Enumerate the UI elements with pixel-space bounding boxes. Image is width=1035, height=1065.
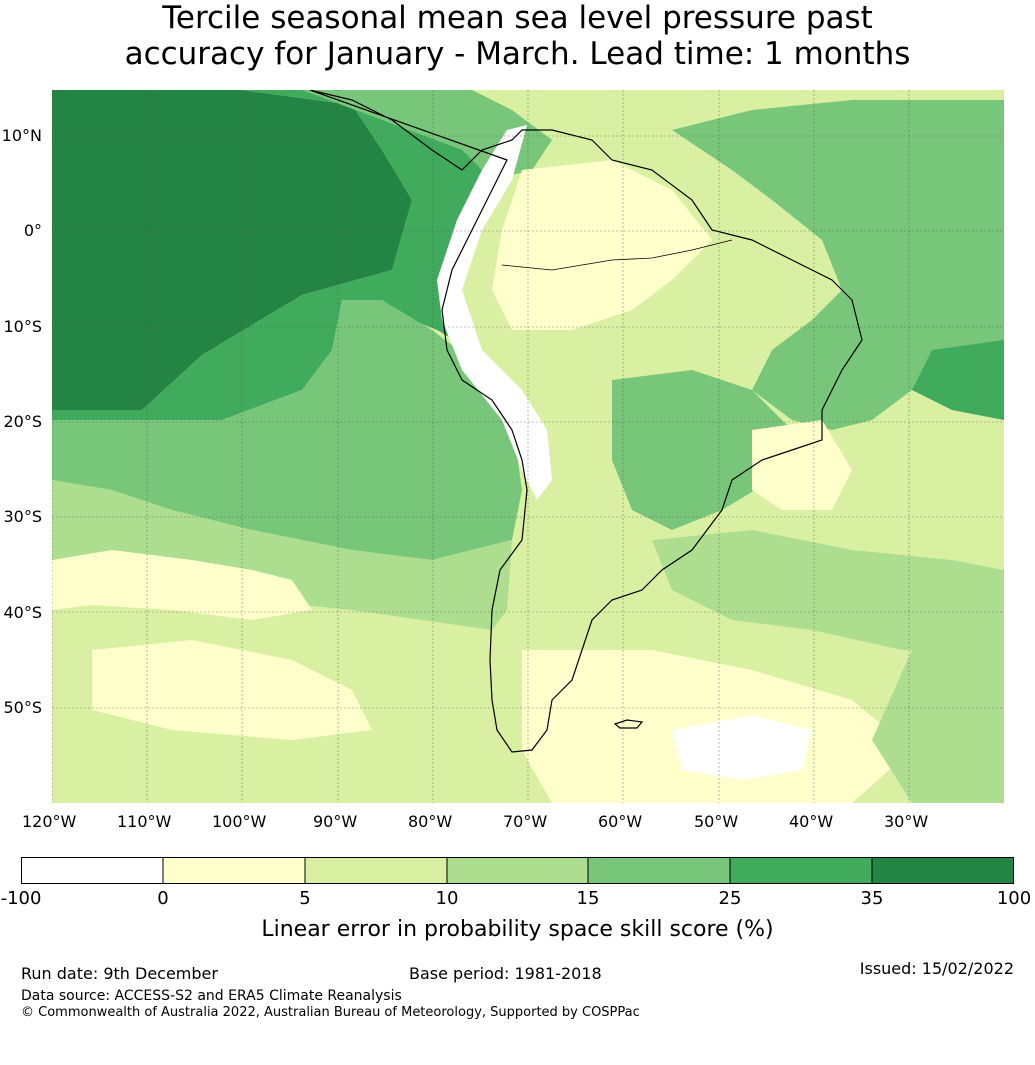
lat-label-50s: 50°S <box>3 698 42 717</box>
region-atlantic-dark <box>912 340 1004 420</box>
lat-label-40s: 40°S <box>3 603 42 622</box>
lon-label-110w: 110°W <box>117 812 172 831</box>
colorbar-tick-0: 0 <box>157 888 169 909</box>
region-caribbean-green <box>302 90 552 180</box>
colorbar-tick-10: 10 <box>435 888 459 909</box>
lon-label-30w: 30°W <box>884 812 929 831</box>
title-line-1: Tercile seasonal mean sea level pressure… <box>162 0 873 36</box>
region-south-pacific-yellow <box>52 550 312 620</box>
colorbar <box>21 857 1014 884</box>
region-south-atlantic-pale <box>652 530 1004 650</box>
lon-label-60w: 60°W <box>598 812 643 831</box>
colorbar-swatch-6 <box>730 857 872 884</box>
run-date: Run date: 9th December <box>21 964 218 983</box>
lon-label-100w: 100°W <box>212 812 267 831</box>
colorbar-title: Linear error in probability space skill … <box>261 917 774 942</box>
gridlines <box>52 90 1004 803</box>
region-pacific-pale <box>52 480 512 630</box>
lon-label-70w: 70°W <box>503 812 548 831</box>
colorbar-tick-15: 15 <box>576 888 600 909</box>
region-pacific-mid <box>52 90 482 420</box>
lon-label-50w: 50°W <box>694 812 739 831</box>
region-atlantic-green <box>672 100 1004 430</box>
coastline-amazon-river <box>501 239 733 271</box>
colorbar-swatch-4 <box>447 857 588 884</box>
region-brazil-east-yellow <box>752 420 852 510</box>
region-pacific-light <box>52 300 522 560</box>
colorbar-tick-neg100: -100 <box>0 888 42 909</box>
colorbar-swatch-5 <box>588 857 730 884</box>
colorbar-tick-100: 100 <box>996 888 1032 909</box>
lon-label-120w: 120°W <box>22 812 77 831</box>
region-southeast-pacific-yellow <box>92 640 372 740</box>
region-brazil-green <box>612 370 792 530</box>
data-source: Data source: ACCESS-S2 and ERA5 Climate … <box>21 988 402 1004</box>
lon-label-40w: 40°W <box>789 812 834 831</box>
colorbar-swatch-1 <box>21 857 163 884</box>
region-southwest-atlantic-light <box>872 650 1004 803</box>
issued-date: Issued: 15/02/2022 <box>859 959 1014 978</box>
coastline-falklands <box>613 719 644 729</box>
lon-label-90w: 90°W <box>313 812 358 831</box>
copyright: © Commonwealth of Australia 2022, Austra… <box>21 1005 640 1020</box>
lat-label-0: 0° <box>23 221 42 240</box>
colorbar-tick-5: 5 <box>299 888 311 909</box>
coastline-south-america <box>309 90 863 753</box>
lat-label-30s: 30°S <box>3 507 42 526</box>
colorbar-tick-35: 35 <box>860 888 884 909</box>
colorbar-swatch-2 <box>163 857 305 884</box>
colorbar-tick-25: 25 <box>718 888 742 909</box>
lon-label-80w: 80°W <box>408 812 453 831</box>
title-line-2: accuracy for January - March. Lead time:… <box>124 36 911 72</box>
lat-label-20s: 20°S <box>3 412 42 431</box>
region-pacific-dark <box>52 90 412 420</box>
lat-label-10n: 10°N <box>1 126 42 145</box>
base-period: Base period: 1981-2018 <box>409 964 602 983</box>
lat-label-10s: 10°S <box>3 317 42 336</box>
map-title: Tercile seasonal mean sea level pressure… <box>0 0 1035 72</box>
region-amazon-yellow <box>492 160 712 330</box>
colorbar-swatch-7 <box>872 857 1014 884</box>
region-southern-white <box>672 715 812 780</box>
colorbar-swatch-3 <box>305 857 447 884</box>
region-coast-white <box>437 125 552 500</box>
skill-map <box>52 90 1004 803</box>
